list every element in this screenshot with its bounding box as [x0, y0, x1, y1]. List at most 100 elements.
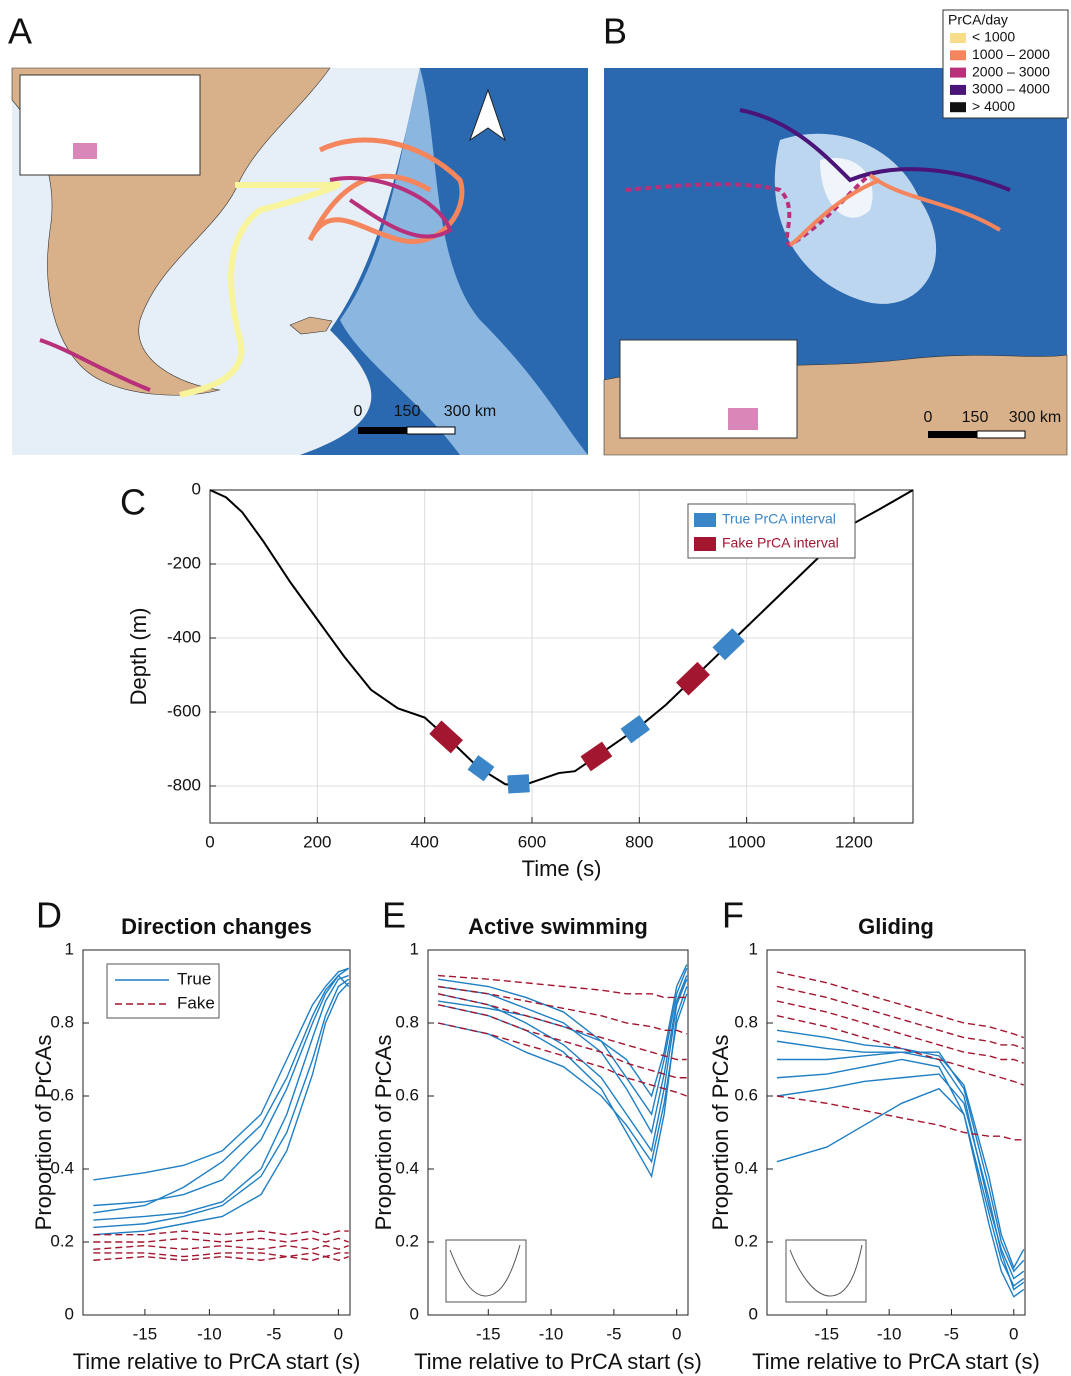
y-tick-label: 0.8 [50, 1012, 74, 1031]
legend-swatch [950, 33, 966, 43]
y-tick-label: 0.4 [395, 1158, 419, 1177]
y-tick-label: 0 [749, 1304, 758, 1323]
x-tick-label: 1200 [835, 832, 873, 851]
inset-map [20, 75, 200, 175]
x-tick-label: -15 [133, 1324, 158, 1343]
x-tick-label: -15 [815, 1324, 840, 1343]
y-tick-label: 0.8 [734, 1012, 758, 1031]
x-tick-label: -10 [539, 1324, 564, 1343]
scale-bar [928, 431, 977, 438]
panel: 00.20.40.60.81-15-10-50GlidingTime relat… [708, 895, 1040, 1374]
y-tick-label: 1 [749, 939, 758, 958]
scale-bar [358, 427, 407, 434]
scale-label: 300 km [1009, 409, 1061, 426]
data-line [438, 979, 687, 1151]
data-line [93, 1246, 348, 1250]
y-axis-label: Proportion of PrCAs [708, 1035, 733, 1231]
y-axis-label: Depth (m) [126, 608, 151, 706]
x-tick-label: -10 [197, 1324, 222, 1343]
interval [682, 668, 703, 689]
y-tick-label: 0.8 [395, 1012, 419, 1031]
data-line [438, 994, 687, 1162]
x-tick-label: -15 [476, 1324, 501, 1343]
x-tick-label: 0 [334, 1324, 343, 1343]
x-tick-label: -5 [266, 1324, 281, 1343]
panel-letter: E [382, 895, 406, 936]
legend-label: 2000 – 3000 [972, 63, 1050, 79]
inset-area [73, 143, 97, 159]
chart-title: Gliding [858, 914, 934, 939]
interval [473, 762, 489, 774]
y-tick-label: 0.6 [395, 1085, 419, 1104]
legend-swatch [950, 50, 966, 60]
data-line [93, 1257, 348, 1261]
interval [586, 749, 607, 764]
scale-bar [977, 431, 1025, 438]
data-line [93, 1238, 348, 1242]
y-tick-label: 1 [65, 939, 74, 958]
y-tick-label: 0.2 [50, 1231, 74, 1250]
x-axis-label: Time relative to PrCA start (s) [73, 1349, 361, 1374]
chart-title: Active swimming [468, 914, 648, 939]
inset-box [446, 1240, 526, 1302]
y-tick-label: 0 [65, 1304, 74, 1323]
map-a: 0 150 300 km A [8, 11, 588, 455]
panel-letter: C [120, 482, 146, 523]
data-line [777, 1096, 1024, 1140]
inset-sketch [446, 1240, 866, 1302]
scale-label: 150 [962, 409, 989, 426]
y-tick-label: 0.6 [734, 1085, 758, 1104]
legend-label: True PrCA interval [722, 511, 836, 527]
scale-bar [407, 427, 455, 434]
x-tick-label: 600 [518, 832, 546, 851]
chart-title: Direction changes [121, 914, 312, 939]
y-tick-label: -800 [167, 775, 201, 794]
y-tick-label: -400 [167, 627, 201, 646]
x-axis-label: Time relative to PrCA start (s) [414, 1349, 702, 1374]
data-line [777, 1030, 1024, 1267]
legend-label: 1000 – 2000 [972, 46, 1050, 62]
x-tick-label: 800 [625, 832, 653, 851]
legend-label: True [177, 969, 211, 988]
figure: 0 150 300 km A 0 150 300 km B PrCA/day <… [0, 0, 1071, 1376]
x-tick-label: 1000 [728, 832, 766, 851]
y-tick-label: 1 [410, 939, 419, 958]
x-axis-label: Time (s) [522, 856, 602, 881]
legend-label: Fake [177, 993, 215, 1012]
legend-swatch [694, 513, 716, 527]
legend-label: Fake PrCA interval [722, 535, 839, 551]
legend-swatch [950, 102, 966, 112]
interval [435, 727, 456, 747]
x-tick-label: -5 [944, 1324, 959, 1343]
scale-label: 150 [394, 403, 421, 420]
scale-label: 300 km [444, 403, 496, 420]
data-line [438, 1023, 687, 1096]
data-line [777, 1052, 1024, 1271]
legend-label: 3000 – 4000 [972, 81, 1050, 97]
y-tick-label: -200 [167, 553, 201, 572]
data-line [777, 1001, 1024, 1063]
x-axis-label: Time relative to PrCA start (s) [752, 1349, 1040, 1374]
legend-swatch [694, 537, 716, 551]
panel-letter: F [722, 895, 744, 936]
data-line [438, 976, 687, 998]
panel-letter: B [603, 11, 627, 52]
y-tick-label: 0 [192, 479, 201, 498]
interval [508, 783, 529, 784]
x-tick-label: 0 [1009, 1324, 1018, 1343]
inset-map [620, 340, 797, 438]
legend-swatch [950, 85, 966, 95]
x-tick-label: -5 [606, 1324, 621, 1343]
y-tick-label: 0.2 [395, 1231, 419, 1250]
legend-label: < 1000 [972, 29, 1015, 45]
inset-area [728, 408, 758, 430]
legend-title: PrCA/day [948, 12, 1008, 28]
x-tick-label: 0 [205, 832, 214, 851]
y-tick-label: -600 [167, 701, 201, 720]
x-tick-label: 0 [672, 1324, 681, 1343]
legend-swatch [950, 68, 966, 78]
data-line [777, 972, 1024, 1038]
scale-label: 0 [354, 403, 363, 420]
